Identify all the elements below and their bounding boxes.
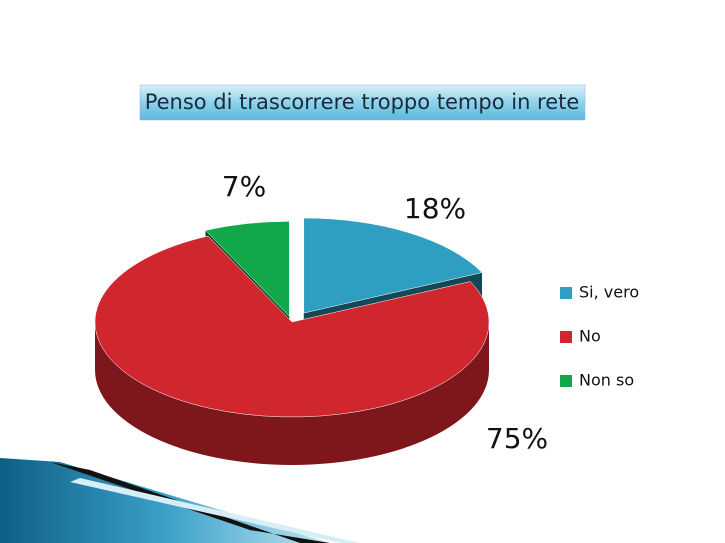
legend-label: Si, vero — [579, 283, 639, 302]
slice — [303, 217, 483, 314]
legend-swatch — [560, 331, 572, 343]
data-label: 75% — [486, 422, 548, 455]
slice — [205, 221, 290, 317]
legend-swatch — [560, 375, 572, 387]
legend-label: No — [579, 327, 601, 346]
decoration — [50, 462, 330, 543]
pie: 18% 75% 7% — [94, 170, 548, 465]
title-box — [139, 84, 586, 121]
data-label: 7% — [222, 170, 266, 203]
slice-wall — [95, 322, 489, 465]
legend: Si, vero No Non so — [560, 283, 639, 390]
decoration — [70, 478, 360, 543]
chart-title: Penso di trascorrere troppo tempo in ret… — [145, 90, 580, 114]
slice — [94, 235, 490, 418]
data-label: 18% — [404, 192, 466, 225]
legend-swatch — [560, 287, 572, 299]
legend-label: Non so — [579, 371, 634, 390]
